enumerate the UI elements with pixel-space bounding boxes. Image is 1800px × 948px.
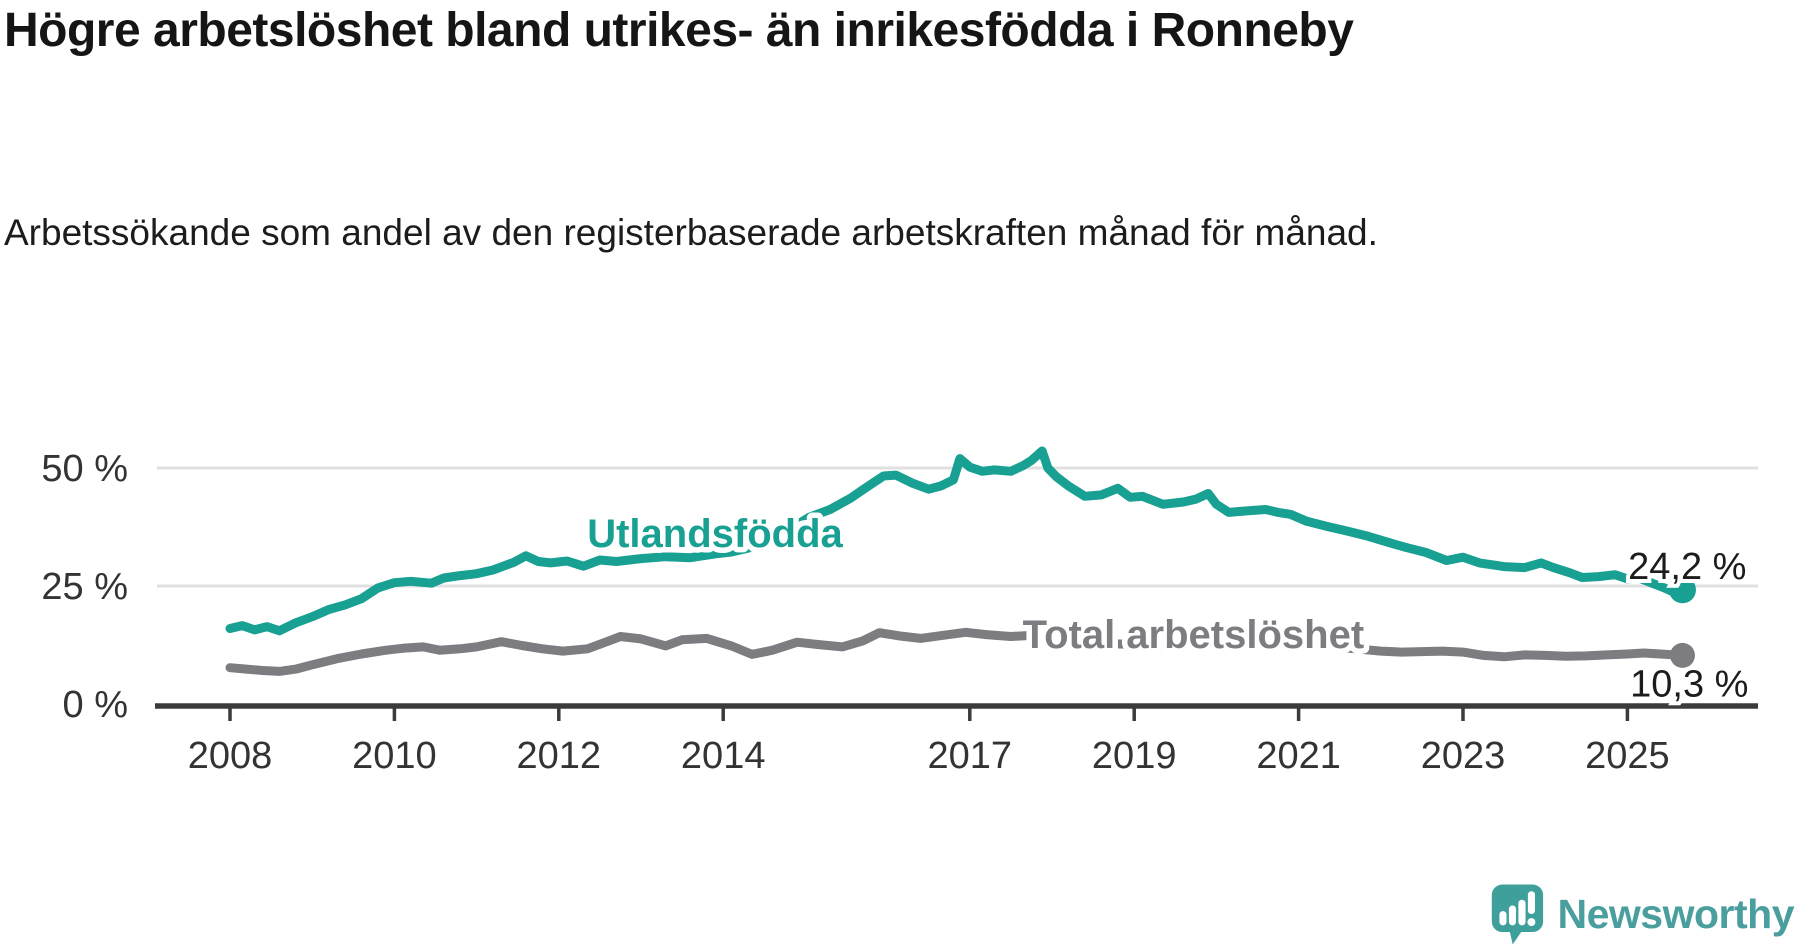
exclamation-bar [1527, 891, 1535, 914]
y-tick-label-50: 50 % [41, 448, 128, 490]
series-line-utlandsf-dda [225, 446, 1687, 636]
newsworthy-logo-text: Newsworthy [1557, 890, 1795, 937]
series-label-total-arbetsl-shet: Total arbetslöshet [1023, 613, 1365, 657]
end-value-label-total-arbetsl-shet: 10,3 % [1630, 663, 1748, 705]
end-dot-total-arbetsl-shet [1669, 642, 1695, 668]
chart-subtitle: Arbetssökande som andel av den registerb… [4, 212, 1378, 253]
bar-small [1498, 911, 1507, 926]
x-tick-label-2012: 2012 [517, 735, 602, 777]
x-tick-label-2017: 2017 [928, 735, 1013, 777]
page-title: Högre arbetslöshet bland utrikes- än inr… [4, 4, 1354, 57]
end-dot-utlandsf-dda [1668, 576, 1696, 604]
x-tick-label-2021: 2021 [1256, 735, 1341, 777]
newsworthy-logo: Newsworthy [1488, 882, 1795, 946]
x-tick-label-2019: 2019 [1092, 735, 1177, 777]
newsworthy-bubble-icon [1491, 884, 1543, 945]
x-tick-label-2008: 2008 [188, 735, 273, 777]
end-value-label-utlandsf-dda: 24,2 % [1628, 546, 1746, 588]
y-tick-label-25: 25 % [41, 566, 128, 608]
bar-medium [1508, 905, 1516, 926]
series-line-total-arbetsl-shet [225, 627, 1687, 676]
series-label-utlandsf-dda: Utlandsfödda [587, 512, 843, 556]
exclamation-dot [1526, 918, 1535, 927]
x-tick-label-2014: 2014 [681, 735, 766, 777]
x-tick-label-2025: 2025 [1585, 735, 1670, 777]
bar-tall [1517, 899, 1526, 926]
x-tick-label-2010: 2010 [352, 735, 437, 777]
y-tick-label-0: 0 % [63, 684, 128, 726]
x-tick-label-2023: 2023 [1421, 735, 1506, 777]
